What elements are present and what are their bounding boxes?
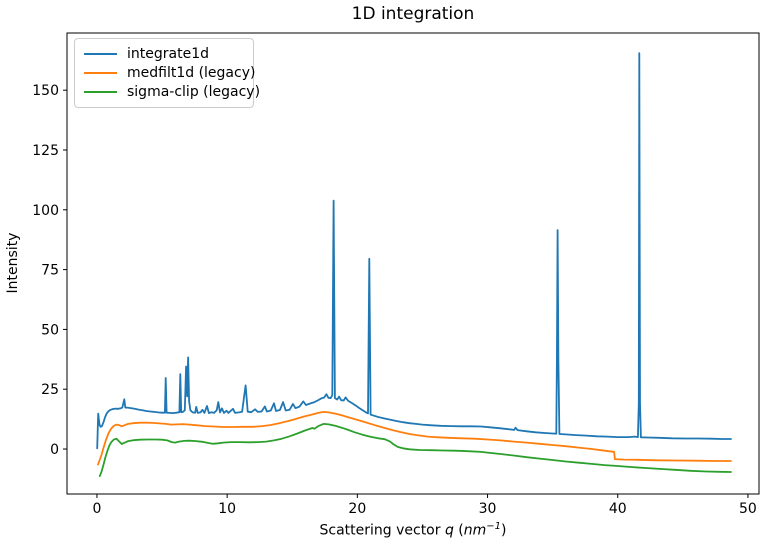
x-tick-label: 20 — [348, 501, 366, 517]
x-tick-label: 50 — [739, 501, 757, 517]
legend-line-sample-integrate1d — [84, 53, 117, 55]
x-tick-label: 10 — [218, 501, 236, 517]
x-axis-label-paren-close: ) — [501, 522, 507, 539]
y-tick-label: 0 — [50, 442, 59, 458]
legend-line-sample-sigma-clip — [84, 91, 117, 93]
y-tick-label: 50 — [41, 322, 59, 338]
legend-label-sigma-clip: sigma-clip (legacy) — [127, 84, 261, 100]
ticks-layer: 0 10 20 30 40 50 0 25 50 75 100 125 150 — [32, 83, 757, 517]
x-axis-label-unit-exponent: −1 — [486, 521, 502, 532]
series-line-sigma-clip-legacy — [98, 422, 732, 478]
y-tick-label: 75 — [41, 263, 59, 279]
legend-label-medfilt1d: medfilt1d (legacy) — [127, 65, 256, 81]
x-axis-label: Scattering vector q (nm−1) — [67, 521, 759, 539]
series-line-integrate1d — [96, 52, 732, 450]
y-tick-label: 25 — [41, 382, 59, 398]
legend-item-sigma-clip: sigma-clip (legacy) — [84, 83, 260, 101]
x-axis-label-q-symbol: q — [444, 522, 454, 539]
legend-item-integrate1d: integrate1d — [84, 45, 243, 63]
x-axis-label-paren-open: ( — [453, 522, 464, 539]
series-line-medfilt1d-legacy — [97, 410, 732, 466]
y-tick-label: 125 — [32, 143, 59, 159]
x-tick-label: 0 — [92, 501, 101, 517]
legend-item-medfilt1d: medfilt1d (legacy) — [84, 64, 255, 82]
legend: integrate1d medfilt1d (legacy) sigma-cli… — [74, 38, 260, 108]
y-tick-label: 150 — [32, 83, 59, 99]
x-tick-label: 40 — [609, 501, 627, 517]
series-layer — [96, 52, 732, 478]
plot-border — [66, 32, 760, 495]
x-axis-label-unit: nm — [463, 522, 487, 539]
figure-title: 1D integration — [351, 4, 475, 24]
y-axis-label: Intensity — [5, 232, 21, 294]
x-axis-label-text: Scattering vector — [319, 522, 445, 539]
legend-line-sample-medfilt1d — [84, 72, 117, 74]
legend-label-integrate1d: integrate1d — [127, 46, 209, 62]
x-tick-label: 30 — [479, 501, 497, 517]
y-tick-label: 100 — [32, 203, 59, 219]
